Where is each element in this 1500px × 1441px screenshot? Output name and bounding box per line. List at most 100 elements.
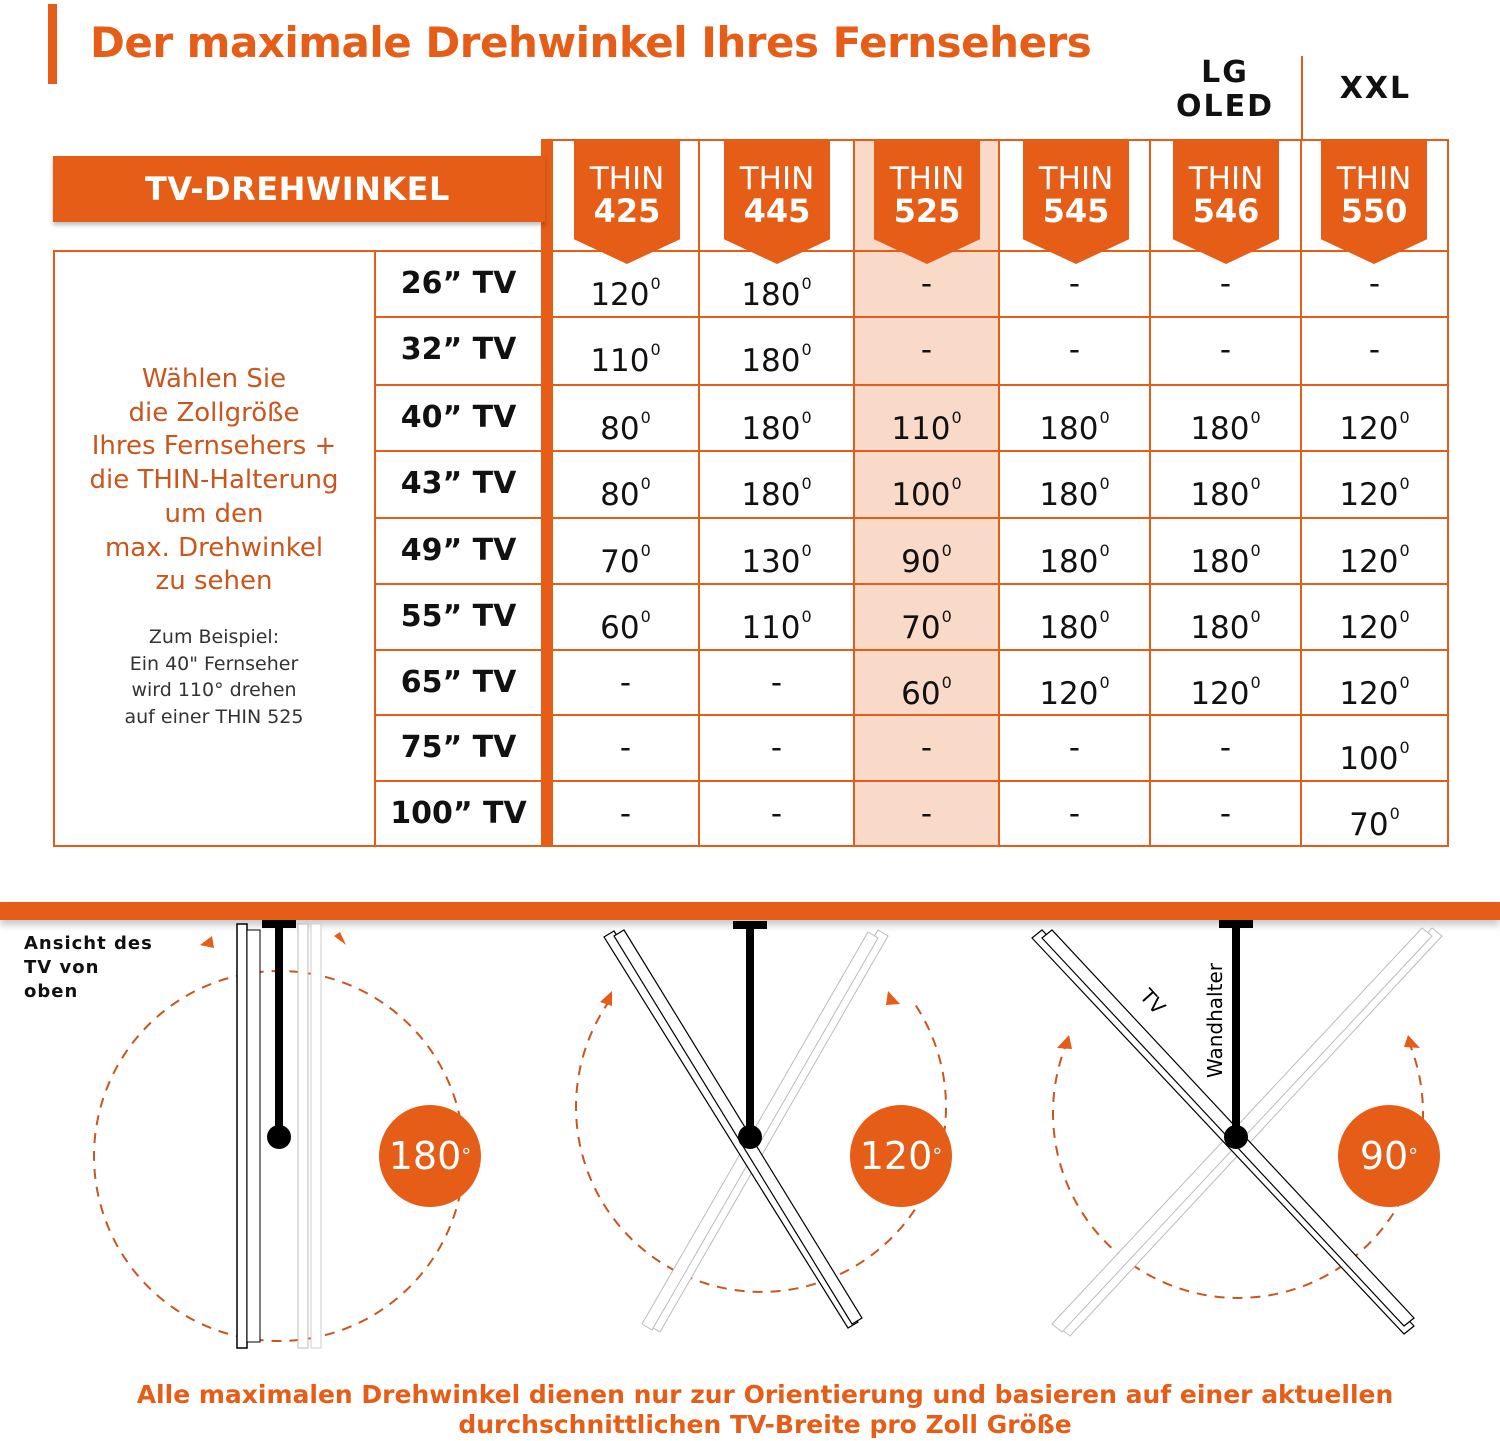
table-cell: 1100 [891,408,962,447]
wall-bar [0,902,1500,920]
row-label-size: 32” TV [400,332,517,367]
table-cell: 1200 [1339,408,1410,447]
table-cell: 1200 [1190,673,1261,712]
group-label-lg-oled-line2: OLED [1175,89,1274,124]
table-cell: - [920,332,933,368]
table-cell: 700 [1349,804,1400,843]
angle-badge-90: 90 ° [1338,1105,1440,1207]
table-cell: 1800 [741,474,812,513]
arrow-icon [200,936,214,948]
badge-shape [874,140,980,264]
row-label-size: 40” TV [400,400,517,435]
row-label-size: 43” TV [400,466,517,501]
diagram-180-rotation [93,920,465,1349]
view-from-above-label: Ansicht des TV von oben [24,933,153,1002]
badge-shape [574,140,680,264]
arrow-icon [886,991,900,1005]
table-cell: - [920,730,933,766]
table-cell: 700 [901,607,952,646]
table-cell: 1100 [741,607,812,646]
table-cell: 1200 [1339,673,1410,712]
badge-shape [1023,140,1129,264]
table-cell: - [920,266,933,302]
table-cell: 1800 [1190,541,1261,580]
table-cell: - [619,730,632,766]
table-cell: 800 [600,474,651,513]
group-label-lg-oled-line1: LG [1201,55,1249,90]
rotation-arc-icon [575,999,947,1293]
row-label-size: 75” TV [400,730,517,765]
table-cell: 1800 [1039,408,1110,447]
example-text: Zum Beispiel: Ein 40" Fernseher wird 110… [124,626,304,728]
title-accent-bar [48,4,57,84]
table-cell: 700 [600,541,651,580]
group-label-xxl: XXL [1339,71,1412,106]
arrow-icon [600,991,612,1006]
table-cell: - [770,730,783,766]
table-cell: - [1368,266,1381,302]
column-header-thin-545: THIN 545 [1023,140,1129,264]
group-divider [1301,56,1303,140]
column-header-thin-550: THIN 550 [1321,140,1427,264]
row-label-size: 55” TV [400,599,517,634]
table-cell: - [1068,796,1081,832]
badge-shape [1321,140,1427,264]
table-cell: 600 [901,673,952,712]
angle-badge-120: 120 ° [850,1105,952,1207]
table-cell: 1200 [1339,607,1410,646]
column-header-thin-546: THIN 546 [1173,140,1279,264]
table-cell: 1800 [1190,607,1261,646]
table-cell: 1800 [1039,607,1110,646]
table-cell: 1800 [1190,474,1261,513]
table-cell: 1800 [1039,541,1110,580]
table-cell: - [1219,796,1232,832]
table-cell: 1200 [590,274,661,313]
table-cell: 1000 [891,474,962,513]
tv-label: TV [1134,983,1170,1019]
diagram-120-rotation [575,921,947,1333]
table-cell: - [619,665,632,701]
table-cell: 1300 [741,541,812,580]
row-label-size: 100” TV [390,796,527,831]
table-cell: - [619,796,632,832]
row-label-size: 49” TV [400,533,517,568]
table-cell: - [770,796,783,832]
table-cell: 800 [600,408,651,447]
badge-shape [1173,140,1279,264]
table-cell: - [1219,266,1232,302]
table-cell: - [770,665,783,701]
table-cell: 1800 [741,274,812,313]
arrow-icon [1404,1035,1420,1048]
footer-disclaimer: Alle maximalen Drehwinkel dienen nur zur… [136,1380,1394,1439]
column-header-thin-445: THIN 445 [724,140,830,264]
diagram-90-rotation: TV Wandhalter [1031,920,1443,1337]
group-label-lg-oled: LG OLED [1152,56,1298,124]
arrow-icon [1057,1035,1072,1049]
table-cell: - [1219,730,1232,766]
table-cell: 1800 [741,408,812,447]
badge-shape [724,140,830,264]
table-cell: - [1368,332,1381,368]
table-cell: 1800 [1190,408,1261,447]
table-cell: 1200 [1039,673,1110,712]
table-cell: - [1068,730,1081,766]
row-label-size: 26” TV [400,266,517,301]
mount-label: Wandhalter [1203,962,1227,1078]
table-cell: 1100 [590,340,661,379]
instructions-text: Wählen Sie die Zollgröße Ihres Fernseher… [89,364,339,597]
table-cell: 1800 [1039,474,1110,513]
angle-badge-180: 180 ° [379,1105,481,1207]
table-cell: - [1068,332,1081,368]
table-cell: 600 [600,607,651,646]
row-label-size: 65” TV [400,665,517,700]
table-cell: 1200 [1339,474,1410,513]
table-cell: 1000 [1339,738,1410,777]
table-cell: - [1068,266,1081,302]
table-cell: - [920,796,933,832]
table-cell: 900 [901,541,952,580]
page-title: Der maximale Drehwinkel Ihres Fernsehers [90,18,1092,67]
row-header-label: TV-DREHWINKEL [53,156,545,222]
table-cell: - [1219,332,1232,368]
table-cell: 1800 [741,340,812,379]
table-cell: 1200 [1339,541,1410,580]
